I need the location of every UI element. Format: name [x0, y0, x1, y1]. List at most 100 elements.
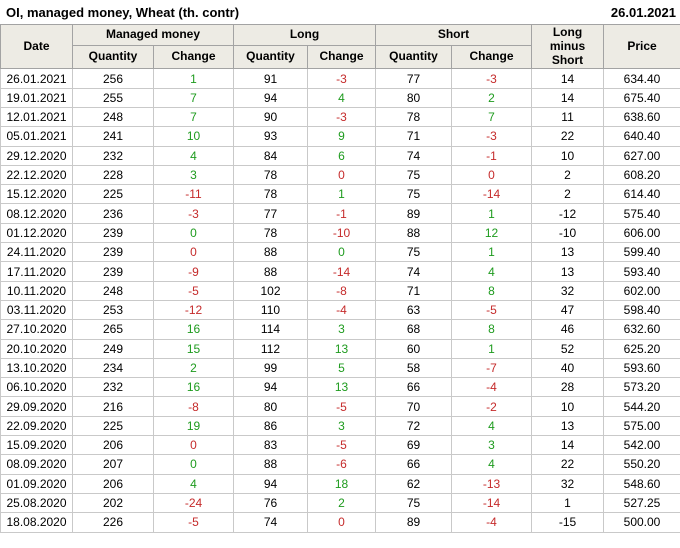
- cell-long-minus-short: -12: [531, 203, 605, 224]
- cell-mm-change: 3: [153, 164, 234, 186]
- cell-price: 606.00: [603, 222, 680, 244]
- table-row: 29.09.2020 216 -8 80 -5 70 -2 10 544.20: [0, 396, 680, 417]
- cell-long-quantity: 78: [233, 222, 308, 244]
- cell-long-quantity: 94: [233, 87, 308, 108]
- cell-mm-change: -5: [153, 280, 234, 301]
- cell-short-quantity: 63: [375, 299, 453, 321]
- cell-long-change: 6: [306, 145, 377, 166]
- cell-mm-quantity: 241: [72, 126, 154, 147]
- cell-long-minus-short: 2: [531, 164, 605, 186]
- cell-long-change: -14: [306, 261, 377, 282]
- cell-long-change: -6: [306, 454, 377, 475]
- cell-short-quantity: 75: [375, 492, 453, 514]
- cell-mm-quantity: 228: [72, 164, 154, 186]
- cell-long-change: -4: [306, 299, 377, 321]
- cell-short-change: 4: [451, 261, 533, 282]
- cell-mm-change: 4: [153, 145, 234, 166]
- cell-long-quantity: 94: [233, 377, 308, 398]
- cell-long-quantity: 114: [233, 319, 308, 340]
- table-row: 18.08.2020 226 -5 74 0 89 -4 -15 500.00: [0, 512, 680, 533]
- cell-long-quantity: 88: [233, 261, 308, 282]
- cell-short-change: 8: [451, 280, 533, 301]
- cell-long-minus-short: 22: [531, 454, 605, 475]
- cell-short-change: -14: [451, 492, 533, 514]
- table-row: 05.01.2021 241 10 93 9 71 -3 22 640.40: [0, 126, 680, 147]
- cell-mm-change: 0: [153, 454, 234, 475]
- cell-long-change: 5: [306, 357, 377, 379]
- cell-long-quantity: 90: [233, 106, 308, 128]
- cell-price: 608.20: [603, 164, 680, 186]
- report-date: 26.01.2021: [610, 4, 676, 20]
- cell-long-minus-short: 46: [531, 319, 605, 340]
- cell-price: 544.20: [603, 396, 680, 417]
- col-group-short: Short: [375, 24, 533, 46]
- cell-long-change: 0: [306, 242, 377, 263]
- cell-short-quantity: 78: [375, 106, 453, 128]
- cell-mm-quantity: 206: [72, 435, 154, 456]
- cell-short-quantity: 58: [375, 357, 453, 379]
- col-header-mm-change: Change: [153, 44, 234, 70]
- table-row: 08.09.2020 207 0 88 -6 66 4 22 550.20: [0, 454, 680, 475]
- cell-date: 15.12.2020: [0, 184, 73, 205]
- cell-long-quantity: 76: [233, 492, 308, 514]
- col-header-short-quantity: Quantity: [375, 44, 453, 70]
- table-row: 10.11.2020 248 -5 102 -8 71 8 32 602.00: [0, 280, 680, 301]
- cell-mm-quantity: 248: [72, 106, 154, 128]
- cell-long-minus-short: 47: [531, 299, 605, 321]
- cell-long-change: -10: [306, 222, 377, 244]
- table-row: 08.12.2020 236 -3 77 -1 89 1 -12 575.40: [0, 203, 680, 224]
- cell-long-change: 3: [306, 415, 377, 437]
- cell-date: 25.08.2020: [0, 492, 73, 514]
- col-header-long-change: Change: [306, 44, 377, 70]
- cell-date: 29.09.2020: [0, 396, 73, 417]
- cell-short-change: 1: [451, 338, 533, 359]
- cell-long-minus-short: 10: [531, 145, 605, 166]
- cell-long-minus-short: -10: [531, 222, 605, 244]
- cell-long-minus-short: 14: [531, 435, 605, 456]
- cell-long-minus-short: 2: [531, 184, 605, 205]
- cell-mm-quantity: 225: [72, 184, 154, 205]
- cell-mm-quantity: 255: [72, 87, 154, 108]
- col-group-managed-money: Managed money: [72, 24, 234, 46]
- cell-short-quantity: 70: [375, 396, 453, 417]
- cell-date: 08.12.2020: [0, 203, 73, 224]
- cell-mm-quantity: 265: [72, 319, 154, 340]
- cell-date: 08.09.2020: [0, 454, 73, 475]
- cell-long-minus-short: 52: [531, 338, 605, 359]
- cell-short-change: -5: [451, 299, 533, 321]
- table-row: 01.12.2020 239 0 78 -10 88 12 -10 606.00: [0, 222, 680, 244]
- cell-long-change: 0: [306, 512, 377, 533]
- cell-price: 614.40: [603, 184, 680, 205]
- cell-price: 575.40: [603, 203, 680, 224]
- cell-long-minus-short: 11: [531, 106, 605, 128]
- cell-date: 17.11.2020: [0, 261, 73, 282]
- cell-short-change: -7: [451, 357, 533, 379]
- cell-short-change: -3: [451, 68, 533, 89]
- cell-short-quantity: 66: [375, 377, 453, 398]
- cell-short-change: 1: [451, 203, 533, 224]
- cell-mm-quantity: 239: [72, 222, 154, 244]
- cell-mm-change: 2: [153, 357, 234, 379]
- cell-short-change: 3: [451, 435, 533, 456]
- cell-price: 598.40: [603, 299, 680, 321]
- cell-mm-quantity: 207: [72, 454, 154, 475]
- cell-mm-quantity: 232: [72, 145, 154, 166]
- col-header-price: Price: [603, 23, 680, 70]
- cell-date: 22.09.2020: [0, 415, 73, 437]
- cell-mm-change: 16: [153, 319, 234, 340]
- cell-mm-change: 7: [153, 87, 234, 108]
- cell-date: 05.01.2021: [0, 126, 73, 147]
- report-header: OI, managed money, Wheat (th. contr) 26.…: [0, 0, 680, 24]
- cell-date: 20.10.2020: [0, 338, 73, 359]
- cell-mm-quantity: 206: [72, 473, 154, 494]
- col-header-long-quantity: Quantity: [233, 44, 308, 70]
- cell-short-quantity: 89: [375, 512, 453, 533]
- cell-short-change: -1: [451, 145, 533, 166]
- cell-mm-change: -12: [153, 299, 234, 321]
- table-row: 22.12.2020 228 3 78 0 75 0 2 608.20: [0, 164, 680, 186]
- cell-price: 542.00: [603, 435, 680, 456]
- cell-short-quantity: 71: [375, 280, 453, 301]
- cell-mm-quantity: 239: [72, 261, 154, 282]
- cell-mm-change: 0: [153, 435, 234, 456]
- cell-short-quantity: 74: [375, 261, 453, 282]
